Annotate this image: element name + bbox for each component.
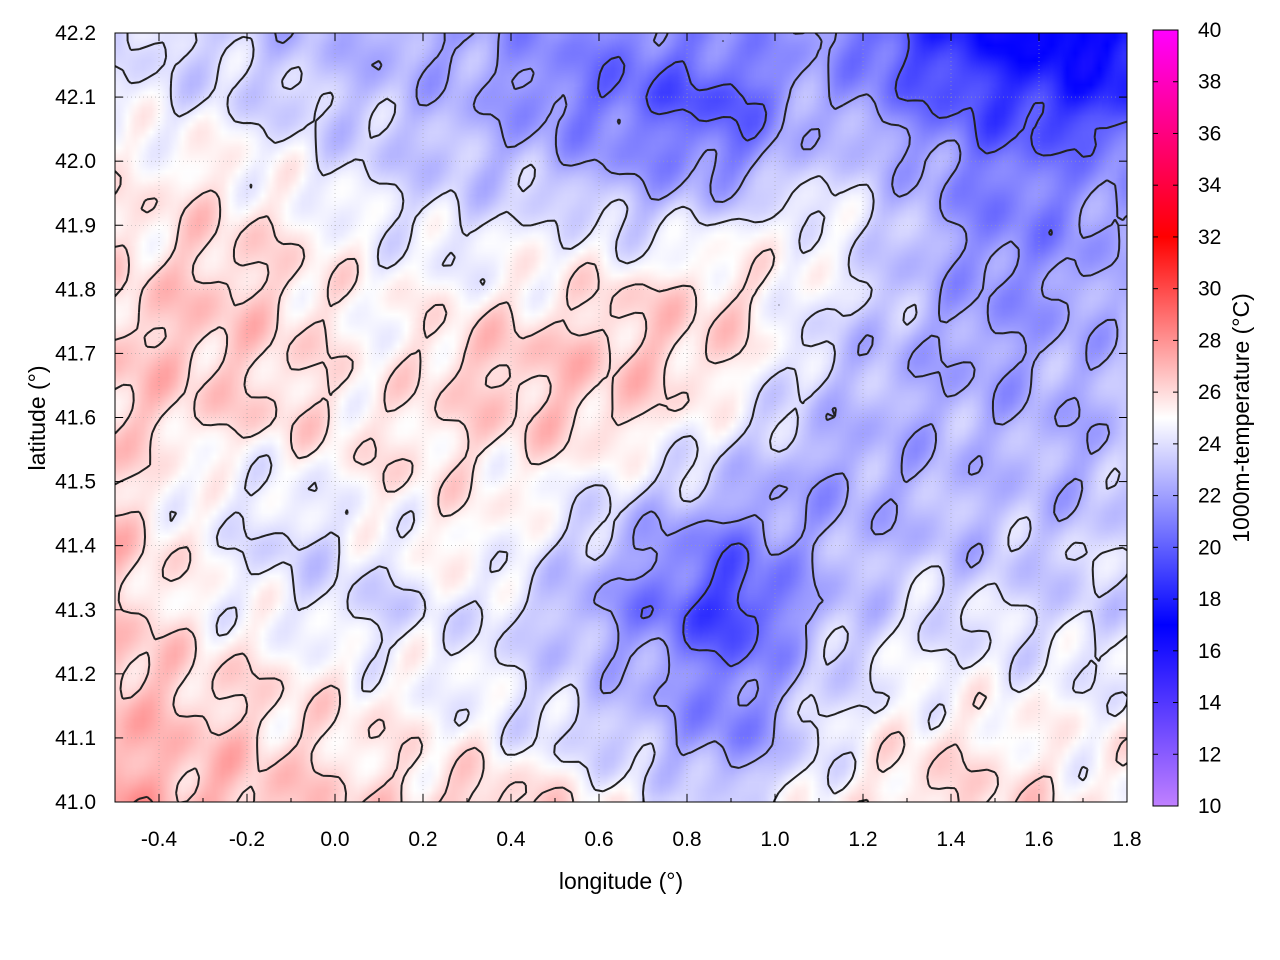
contour-22 — [274, 33, 1127, 769]
y-tick-label: 41.5 — [55, 471, 96, 494]
x-tick-label: 1.6 — [1024, 828, 1053, 851]
y-tick-label: 41.7 — [55, 342, 96, 365]
colorbar-axis: 10 12 14 16 18 20 22 24 26 28 30 32 34 36 38 40 — [1153, 19, 1222, 818]
y-tick-label: 41.6 — [55, 407, 96, 430]
colorbar-tick-label: 10 — [1198, 795, 1221, 818]
colorbar-tick-label: 38 — [1198, 71, 1221, 94]
x-tick-label: 1.2 — [848, 828, 877, 851]
x-tick-label: -0.4 — [141, 828, 178, 851]
x-axis-title: longitude (°) — [559, 868, 683, 894]
contour-26 — [115, 169, 1127, 802]
x-tick-label: 1.0 — [760, 828, 789, 851]
colorbar-tick-label: 26 — [1198, 381, 1221, 404]
y-tick-label: 41.2 — [55, 663, 96, 686]
y-tick-label: 41.3 — [55, 599, 96, 622]
y-tick-label: 42.0 — [55, 150, 96, 173]
colorbar-tick-label: 16 — [1198, 640, 1221, 663]
colorbar-tick-label: 24 — [1198, 433, 1222, 456]
y-tick-label: 41.8 — [55, 278, 96, 301]
x-axis: -0.4 -0.2 0.0 0.2 0.4 0.6 0.8 1.0 1.2 1.4 1.6 1.8 — [114, 33, 1142, 851]
colorbar-tick-label: 22 — [1198, 485, 1221, 508]
contour-lines — [115, 33, 1127, 802]
colorbar-tick-label: 34 — [1198, 174, 1222, 197]
x-tick-label: 0.6 — [584, 828, 613, 851]
colorbar-tick-label: 30 — [1198, 278, 1221, 301]
contour-24 — [115, 33, 1127, 802]
y-tick-label: 42.1 — [55, 86, 96, 109]
x-tick-label: 0.2 — [408, 828, 437, 851]
x-tick-label: 0.8 — [672, 828, 701, 851]
x-tick-label: 1.8 — [1112, 828, 1141, 851]
grid-lines — [115, 32, 1128, 803]
y-tick-label: 42.2 — [55, 22, 96, 45]
y-axis-title: latitude (°) — [24, 365, 50, 470]
colorbar-tick-label: 14 — [1198, 692, 1222, 715]
contour-28 — [132, 795, 154, 802]
y-tick-label: 41.1 — [55, 727, 96, 750]
colorbar-tick-label: 32 — [1198, 226, 1221, 249]
x-tick-label: 0.0 — [320, 828, 349, 851]
y-tick-label: 41.0 — [55, 791, 96, 814]
x-tick-label: 1.4 — [936, 828, 966, 851]
colorbar — [1152, 29, 1179, 807]
colorbar-tick-label: 28 — [1198, 329, 1221, 352]
colorbar-tick-label: 12 — [1198, 743, 1221, 766]
colorbar-tick-label: 36 — [1198, 122, 1221, 145]
colorbar-tick-label: 20 — [1198, 536, 1221, 559]
y-tick-label: 41.9 — [55, 214, 96, 237]
y-axis: 41.0 41.1 41.2 41.3 41.4 41.5 41.6 41.7 41.8 41.9… — [55, 22, 1127, 814]
y-tick-label: 41.4 — [55, 535, 96, 558]
x-tick-label: -0.2 — [229, 828, 265, 851]
x-tick-label: 0.4 — [496, 828, 526, 851]
colorbar-tick-label: 18 — [1198, 588, 1221, 611]
contour-20 — [597, 33, 1127, 668]
colorbar-tick-label: 40 — [1198, 19, 1221, 42]
colorbar-title: 1000m-temperature (°C) — [1228, 293, 1254, 543]
